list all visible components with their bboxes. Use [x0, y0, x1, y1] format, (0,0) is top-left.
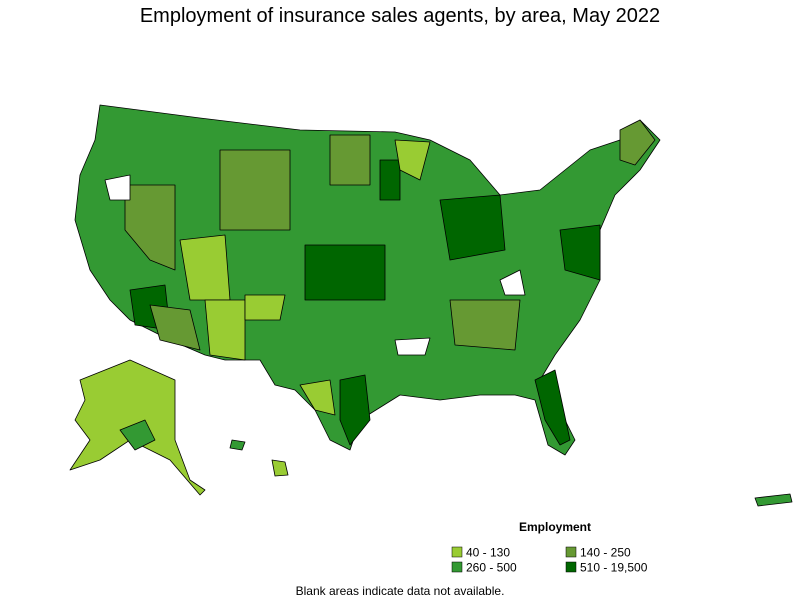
map-area	[754, 493, 793, 507]
map-blank	[394, 337, 431, 356]
map-area	[304, 244, 386, 301]
map-area	[394, 139, 431, 181]
map-area	[229, 439, 246, 451]
legend-title: Employment	[519, 520, 591, 534]
legend-label: 510 - 19,500	[580, 561, 648, 575]
map-area	[219, 149, 291, 231]
legend-swatch	[451, 546, 463, 558]
map-blank	[499, 269, 526, 296]
map	[69, 104, 793, 507]
map-area	[124, 184, 176, 271]
map-area	[619, 119, 656, 166]
map-area	[449, 299, 521, 351]
legend-swatch	[451, 561, 463, 573]
map-area	[271, 459, 289, 477]
legend: 40 - 130 140 - 250 260 - 500 510 - 19,500	[451, 546, 648, 575]
map-area	[119, 419, 156, 451]
legend-label: 260 - 500	[466, 561, 517, 575]
map-area	[244, 294, 286, 321]
legend-label: 40 - 130	[466, 546, 510, 560]
map-area	[439, 194, 506, 261]
legend-swatch	[565, 546, 577, 558]
map-area	[534, 369, 571, 446]
map-blank	[104, 174, 131, 201]
map-area	[329, 134, 371, 186]
footnote: Blank areas indicate data not available.	[296, 584, 505, 598]
map-area	[299, 379, 336, 416]
map-area	[149, 304, 201, 351]
legend-swatch	[565, 561, 577, 573]
map-title: Employment of insurance sales agents, by…	[140, 5, 660, 27]
map-area	[379, 159, 401, 201]
map-area	[204, 299, 246, 361]
map-area	[339, 374, 371, 446]
map-area	[559, 224, 601, 281]
legend-label: 140 - 250	[580, 546, 631, 560]
